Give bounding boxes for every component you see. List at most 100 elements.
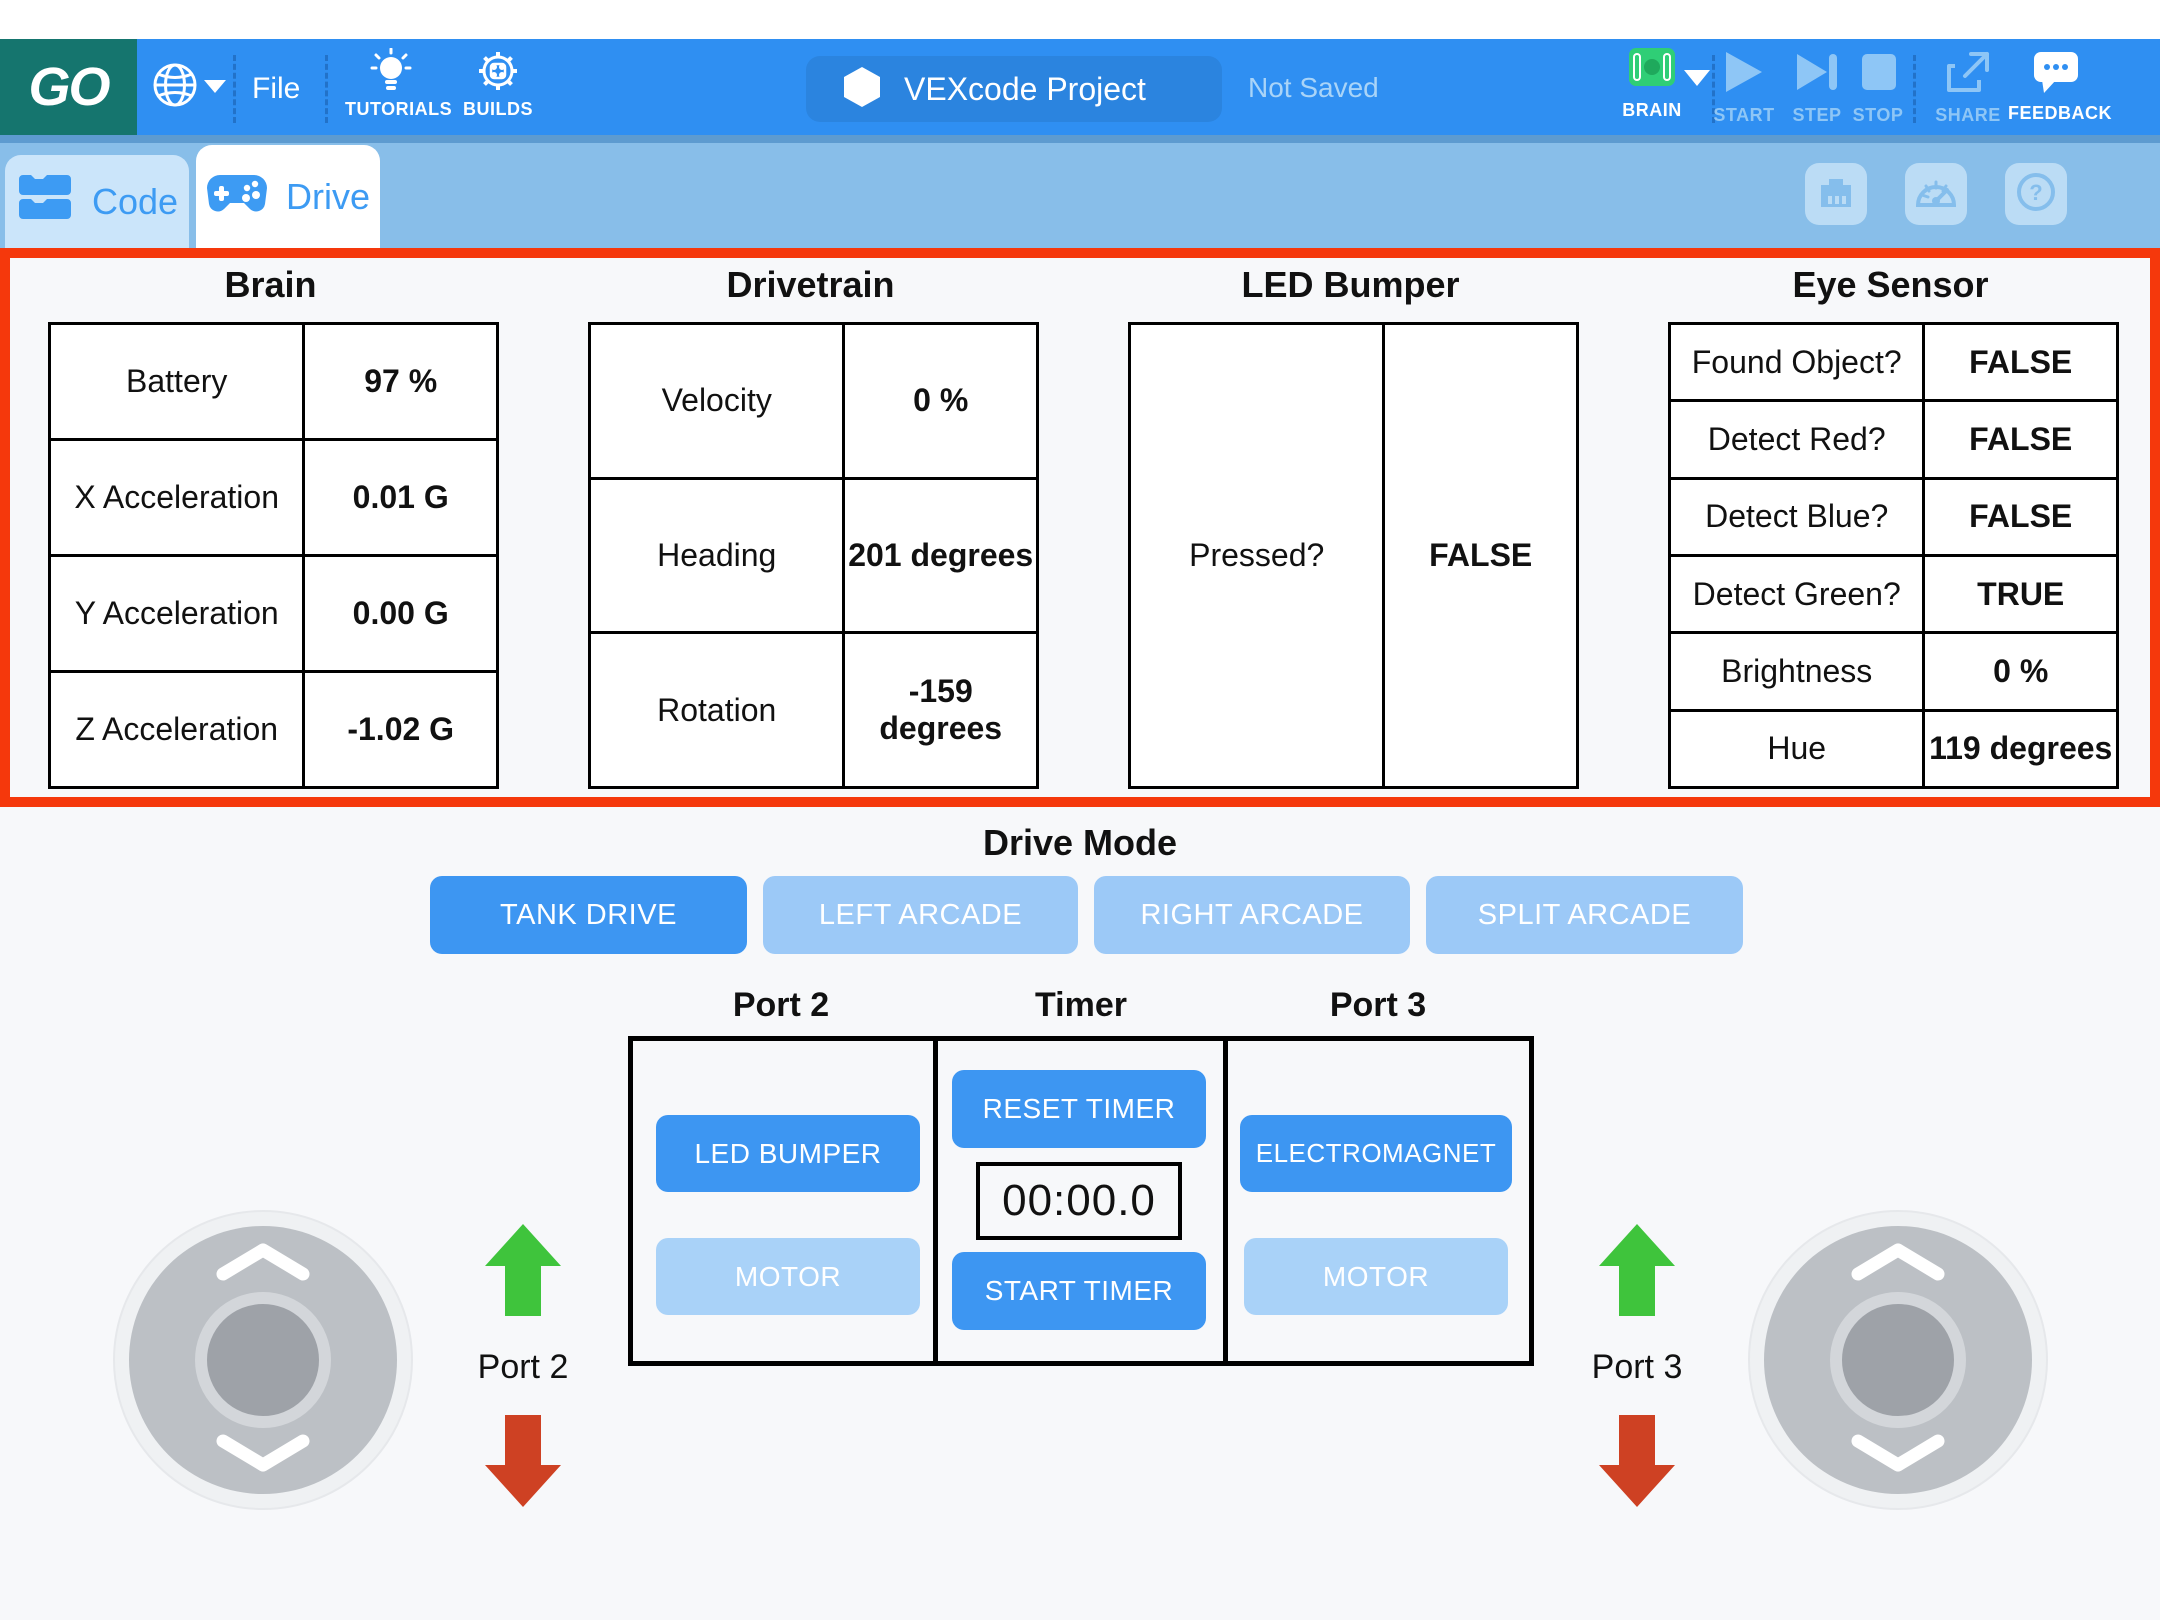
svg-text:?: ?: [2029, 180, 2042, 205]
port2-up-arrow-icon: [485, 1224, 561, 1321]
toolbar-separator: [233, 55, 236, 123]
drivetrain-table: Velocity 0 % Heading 201 degrees Rotation -…: [588, 322, 1039, 789]
left-joystick-port-label: Port 2: [477, 1348, 569, 1386]
start-button[interactable]: START: [1707, 52, 1781, 126]
share-button[interactable]: SHARE: [1928, 50, 2008, 126]
stop-label: STOP: [1852, 105, 1904, 125]
language-globe-button[interactable]: [150, 62, 200, 112]
device-port-button[interactable]: [1805, 163, 1867, 225]
led-bumper-table: Pressed? FALSE: [1128, 322, 1579, 789]
port2-down-arrow-icon: [485, 1415, 561, 1512]
language-caret-icon[interactable]: [204, 80, 226, 93]
panel-eye-sensor-title: Eye Sensor: [1792, 264, 1989, 305]
file-menu[interactable]: File: [252, 72, 301, 105]
toolbar-separator: [325, 55, 328, 123]
table-row: Detect Blue? FALSE: [1671, 476, 2116, 554]
toolbar-shadow: [0, 135, 2160, 143]
table-row: Heading 201 degrees: [591, 476, 1036, 632]
port2-column-label: Port 2: [732, 986, 830, 1024]
tab-code-label: Code: [91, 180, 179, 222]
table-row: Detect Red? FALSE: [1671, 399, 2116, 477]
panel-brain: Brain Battery 97 % X Acceleration 0.01 G Y…: [48, 264, 499, 789]
brain-caret-icon[interactable]: [1684, 70, 1710, 86]
panel-drivetrain: Drivetrain Velocity 0 % Heading 201 degree…: [588, 264, 1039, 789]
project-name: VEXcode Project: [904, 70, 1146, 107]
chevron-up-icon: [1850, 1242, 1946, 1287]
tab-drive-active[interactable]: Drive: [196, 145, 380, 248]
port-control-table: [628, 1036, 1534, 1366]
table-divider: [933, 1041, 938, 1361]
dashboard-button[interactable]: [1905, 163, 1967, 225]
save-status: Not Saved: [1248, 72, 1379, 103]
play-icon: [1726, 52, 1762, 96]
table-row: Hue 119 degrees: [1671, 708, 2116, 786]
chevron-down-icon: [1850, 1433, 1946, 1478]
share-label: SHARE: [1935, 105, 2001, 125]
port2-motor-button[interactable]: MOTOR: [656, 1238, 920, 1315]
port3-down-arrow-icon: [1599, 1415, 1675, 1512]
project-name-button[interactable]: VEXcode Project: [806, 56, 1222, 122]
left-joystick[interactable]: [113, 1210, 413, 1510]
right-joystick[interactable]: [1748, 1210, 2048, 1510]
port3-motor-button[interactable]: MOTOR: [1244, 1238, 1508, 1315]
tab-code[interactable]: Code: [5, 155, 189, 248]
share-icon: [1945, 52, 1991, 98]
step-icon: [1797, 54, 1837, 96]
port3-electromagnet-button[interactable]: ELECTROMAGNET: [1240, 1115, 1512, 1192]
brain-table: Battery 97 % X Acceleration 0.01 G Y Accel…: [48, 322, 499, 789]
right-joystick-port-label: Port 3: [1591, 1348, 1683, 1386]
port2-led-bumper-button[interactable]: LED BUMPER: [656, 1115, 920, 1192]
reset-timer-button[interactable]: RESET TIMER: [952, 1070, 1206, 1148]
question-icon: ?: [2015, 171, 2057, 218]
panel-led-bumper-title: LED Bumper: [1241, 264, 1460, 305]
table-row: Battery 97 %: [51, 325, 496, 438]
gamepad-icon: [206, 173, 268, 220]
stop-button[interactable]: STOP: [1846, 52, 1910, 126]
drive-mode-title: Drive Mode: [982, 822, 1178, 863]
mode-split-arcade-button[interactable]: SPLIT ARCADE: [1426, 876, 1743, 954]
toolbar-separator: [1712, 55, 1715, 123]
panel-brain-title: Brain: [224, 264, 317, 305]
port3-up-arrow-icon: [1599, 1224, 1675, 1321]
toolbar-separator: [1913, 55, 1916, 123]
table-divider: [1223, 1041, 1228, 1361]
tutorials-label: TUTORIALS: [345, 99, 453, 119]
joystick-knob[interactable]: [195, 1292, 331, 1428]
builds-label: BUILDS: [463, 99, 533, 119]
table-row: Brightness 0 %: [1671, 631, 2116, 709]
hexagon-project-icon: [844, 66, 880, 112]
stop-icon: [1860, 54, 1896, 96]
table-row: Found Object? FALSE: [1671, 325, 2116, 400]
tutorials-button[interactable]: TUTORIALS: [345, 47, 453, 120]
joystick-knob[interactable]: [1830, 1292, 1966, 1428]
mode-right-arcade-button[interactable]: RIGHT ARCADE: [1094, 876, 1410, 954]
table-row: Velocity 0 %: [591, 325, 1036, 477]
panel-drivetrain-title: Drivetrain: [726, 264, 895, 305]
gauge-icon: [1914, 173, 1958, 216]
port3-column-label: Port 3: [1329, 986, 1427, 1024]
step-button[interactable]: STEP: [1780, 52, 1854, 126]
builds-button[interactable]: BUILDS: [452, 48, 544, 120]
device-port-icon: [1815, 171, 1857, 218]
help-button[interactable]: ?: [2005, 163, 2067, 225]
gear-build-icon: [476, 52, 520, 98]
mode-left-arcade-button[interactable]: LEFT ARCADE: [763, 876, 1078, 954]
brain-button[interactable]: BRAIN: [1600, 48, 1704, 121]
table-row: Rotation -159 degrees: [591, 631, 1036, 787]
start-timer-button[interactable]: START TIMER: [952, 1252, 1206, 1330]
mode-tank-drive-button[interactable]: TANK DRIVE: [430, 876, 747, 954]
brain-icon: [1629, 48, 1675, 86]
table-row: Detect Green? TRUE: [1671, 553, 2116, 632]
go-logo: GO: [28, 57, 110, 117]
feedback-label: FEEDBACK: [2008, 103, 2113, 123]
panel-eye-sensor: Eye Sensor Found Object? FALSE Detect Red…: [1668, 264, 2119, 789]
eye-sensor-table: Found Object? FALSE Detect Red? FALSE Dete…: [1668, 322, 2119, 789]
table-row: Pressed? FALSE: [1131, 325, 1576, 786]
brain-label: BRAIN: [1622, 100, 1682, 120]
top-white-strip: [0, 0, 2160, 39]
globe-icon: [151, 61, 199, 114]
code-blocks-icon: [16, 173, 74, 230]
timer-display: 00:00.0: [976, 1162, 1182, 1240]
feedback-button[interactable]: FEEDBACK: [2008, 50, 2113, 124]
